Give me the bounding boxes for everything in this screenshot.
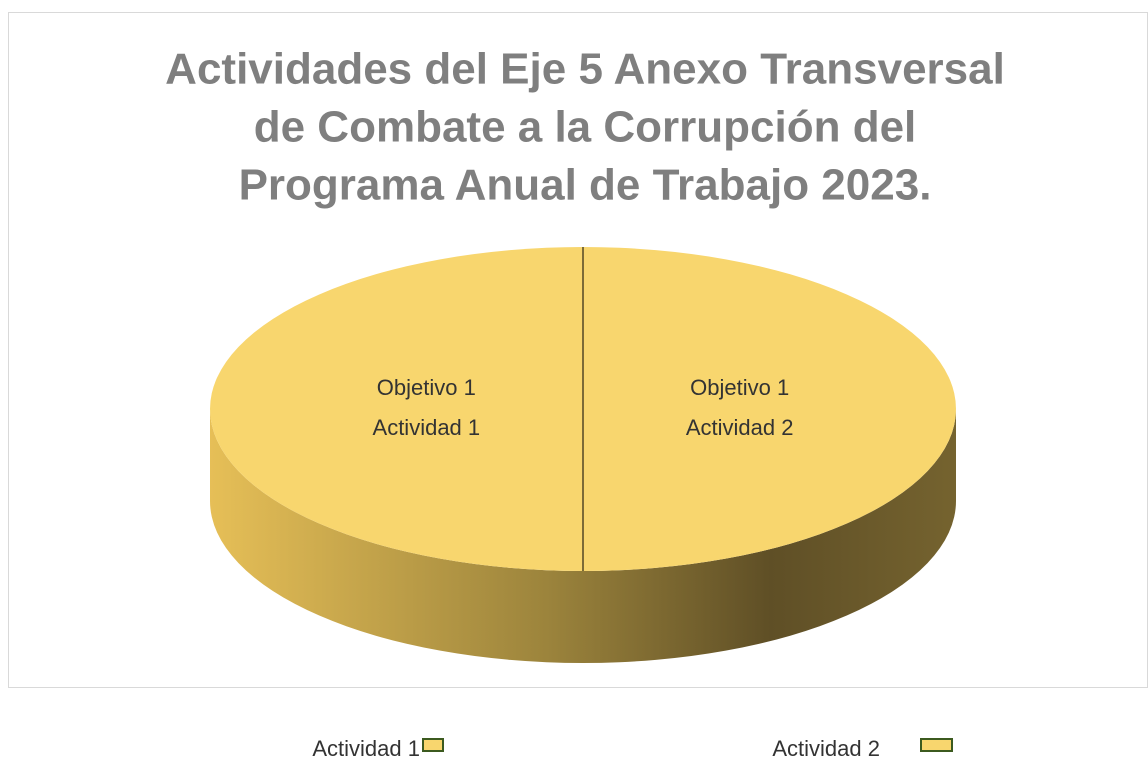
pie-slice — [583, 247, 956, 571]
legend-swatch — [920, 738, 953, 752]
chart-title-line: Programa Anual de Trabajo 2023. — [239, 161, 932, 210]
pie-tops — [210, 247, 956, 571]
pie-slice-side — [210, 409, 583, 663]
data-labels: Objetivo 1 Actividad 1 Objetivo 1 Actividad… — [373, 375, 794, 440]
data-label: Actividad 1 — [373, 415, 481, 440]
legend-swatch — [422, 738, 444, 752]
data-label: Actividad 2 — [686, 415, 794, 440]
chart-title: Actividades del Eje 5 Anexo Transversal d… — [165, 45, 1005, 210]
legend-label: Actividad 1 — [312, 736, 420, 761]
chart-title-line: de Combate a la Corrupción del — [254, 103, 917, 152]
data-label: Objetivo 1 — [690, 375, 789, 400]
pie-sides — [210, 409, 956, 663]
pie-slice-side — [583, 409, 956, 663]
chart-title-line: Actividades del Eje 5 Anexo Transversal — [165, 45, 1005, 94]
legend-label: Actividad 2 — [772, 736, 880, 761]
pie-slice — [210, 247, 583, 571]
legend: Actividad 1 Actividad 2 — [312, 736, 953, 761]
data-label: Objetivo 1 — [377, 375, 476, 400]
